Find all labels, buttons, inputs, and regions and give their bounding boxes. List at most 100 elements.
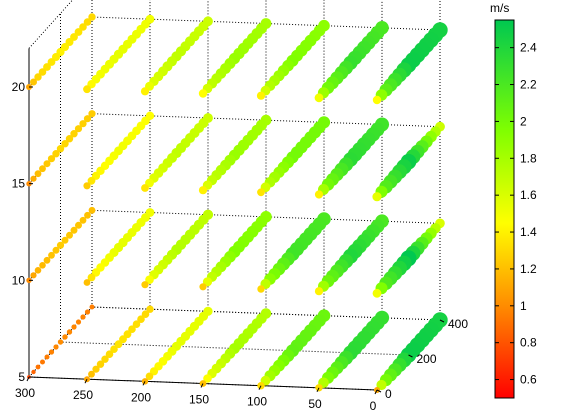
data-point [110, 345, 118, 354]
x-tick [316, 387, 320, 393]
y-tick [376, 389, 382, 393]
data-point [140, 87, 150, 96]
z-tick-label: 15 [12, 177, 26, 191]
x-tick [142, 381, 146, 386]
y-tick-label: 0 [385, 387, 392, 401]
data-point [84, 309, 91, 315]
data-point [43, 256, 51, 264]
data-point [146, 305, 154, 313]
data-point [75, 319, 82, 325]
data-point [56, 145, 65, 153]
data-point [74, 125, 83, 133]
data-point [39, 262, 46, 269]
data-point [47, 155, 56, 163]
data-point [92, 365, 100, 373]
x-tick-label: 150 [189, 393, 209, 407]
data-point [203, 374, 212, 383]
data-point [132, 320, 141, 329]
data-point [141, 281, 149, 289]
data-point [123, 330, 132, 339]
data-point [376, 379, 387, 391]
data-point [84, 211, 91, 219]
x-tick [200, 383, 204, 388]
data-point [47, 58, 56, 66]
data-point [61, 140, 69, 148]
data-point [88, 13, 96, 21]
y-tick [439, 319, 445, 323]
data-point [87, 176, 96, 185]
data-point [145, 275, 154, 285]
data-point [38, 68, 47, 76]
data-point [119, 335, 127, 344]
data-point [314, 287, 324, 296]
data-point [83, 85, 91, 94]
data-point [79, 216, 87, 224]
data-point [48, 349, 55, 355]
y-tick [408, 354, 413, 358]
colorbar-tick-label: 2.2 [520, 78, 537, 92]
data-point [34, 267, 42, 274]
colorbar-tick-label: 0.6 [520, 373, 537, 387]
data-point [256, 91, 266, 100]
data-point [71, 324, 77, 330]
data-point [57, 339, 64, 345]
x-tick-label: 300 [15, 386, 35, 400]
data-point [52, 53, 60, 61]
data-point [149, 367, 159, 376]
data-point [372, 95, 382, 105]
data-point [80, 314, 86, 320]
data-point [44, 354, 50, 360]
colorbar-tick-label: 2.4 [520, 41, 537, 55]
x-tick [84, 378, 88, 384]
data-point [79, 120, 87, 128]
data-point [31, 369, 36, 375]
data-point [43, 63, 51, 71]
data-point [53, 344, 59, 350]
x-tick [374, 389, 378, 395]
data-point [75, 221, 82, 229]
data-point [137, 315, 145, 324]
data-point [52, 150, 60, 158]
data-point [61, 236, 69, 244]
data-point [43, 160, 51, 168]
data-point [70, 130, 78, 138]
data-point [56, 241, 65, 249]
data-point [89, 304, 95, 310]
x-tick-label: 100 [247, 395, 267, 409]
data-point [40, 359, 45, 365]
data-point [314, 190, 324, 199]
x-tick-label: 50 [308, 397, 322, 411]
data-point [88, 206, 96, 214]
data-point [62, 334, 68, 340]
data-point [83, 279, 91, 286]
data-point [66, 231, 73, 239]
x-tick-label: 0 [370, 399, 377, 413]
data-point [79, 23, 87, 31]
data-point [88, 370, 95, 378]
data-point [34, 73, 42, 81]
data-point [35, 364, 41, 370]
data-point [141, 310, 150, 319]
data-point [39, 165, 46, 173]
data-point [145, 372, 154, 381]
data-point [34, 170, 42, 178]
colorbar-tick-label: 0.8 [520, 336, 537, 350]
x-tick-label: 250 [73, 388, 93, 402]
data-point [257, 188, 265, 197]
data-point [83, 18, 92, 26]
colorbar-tick-label: 1.2 [520, 262, 537, 276]
data-point [87, 273, 96, 282]
data-point [141, 184, 149, 192]
z-tick-label: 10 [12, 273, 26, 287]
data-point [114, 340, 123, 349]
data-points [26, 13, 448, 393]
colorbar: m/s 0.6 0.8 1 1.2 1.4 1.6 1.8 2 2.2 2.4 [490, 1, 537, 399]
colorbar-tick-label: 1.6 [520, 188, 537, 202]
z-tick-label: 20 [12, 80, 26, 94]
colorbar-gradient [494, 19, 515, 399]
data-point [83, 115, 92, 123]
colorbar-tick-label: 1 [520, 299, 527, 313]
data-point [30, 78, 37, 86]
